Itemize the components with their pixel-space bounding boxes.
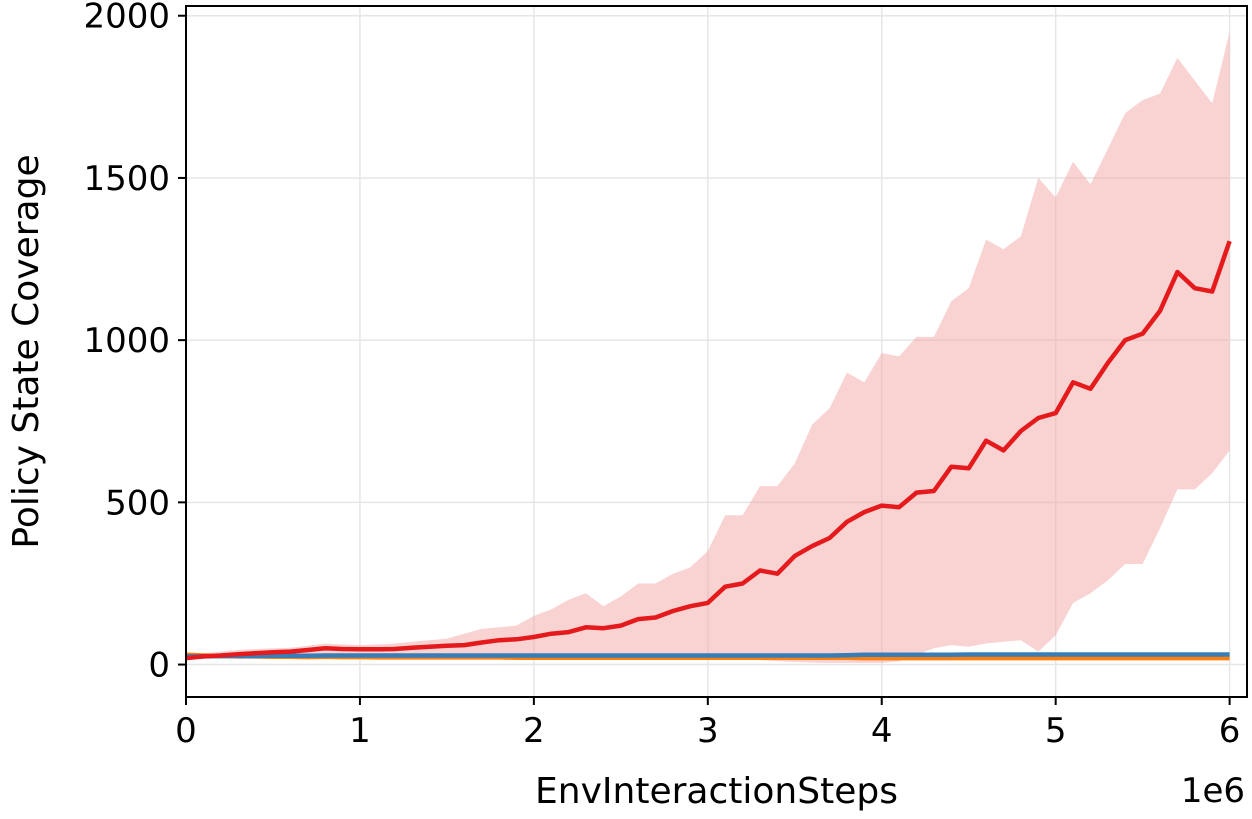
y-tick-label-4: 2000 — [83, 0, 170, 37]
x-axis-ticks: 0 1 2 3 4 5 6 — [175, 697, 1240, 751]
y-tick-label-0: 0 — [148, 646, 170, 686]
series-lines — [185, 240, 1232, 661]
y-tick-label-2: 1000 — [83, 321, 170, 361]
y-tick-label-3: 1500 — [83, 159, 170, 199]
x-tick-label-1: 1 — [349, 711, 371, 751]
y-axis-ticks: 0 500 1000 1500 2000 — [83, 0, 186, 686]
x-axis-scale-label: 1e6 — [1181, 771, 1245, 811]
x-axis-label: EnvInteractionSteps — [535, 771, 898, 812]
series-0-band — [186, 32, 1230, 663]
x-tick-label-0: 0 — [175, 711, 197, 751]
x-tick-label-3: 3 — [697, 711, 719, 751]
x-tick-label-2: 2 — [523, 711, 545, 751]
x-tick-label-6: 6 — [1219, 711, 1241, 751]
series-2-line — [186, 652, 1230, 659]
x-tick-label-5: 5 — [1045, 711, 1067, 751]
y-tick-label-1: 500 — [105, 483, 170, 523]
plot-frame — [185, 5, 1248, 698]
x-tick-label-4: 4 — [871, 711, 893, 751]
y-axis-label: Policy State Coverage — [6, 154, 47, 548]
series-0-line — [185, 240, 1232, 661]
